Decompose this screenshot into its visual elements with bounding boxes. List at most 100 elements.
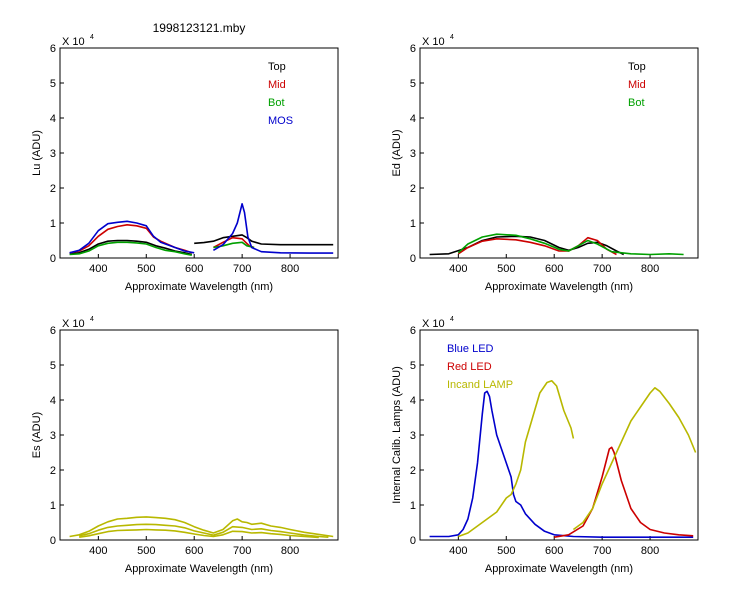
y-tick-label: 6 [410, 325, 416, 337]
legend-entry-red-led: Red LED [447, 361, 492, 373]
y-axis-label: Es (ADU) [31, 412, 43, 458]
y-tick-label: 4 [410, 395, 416, 407]
y-tick-label: 3 [50, 148, 56, 160]
legend-entry-mos: MOS [268, 115, 293, 127]
y-tick-label: 2 [50, 465, 56, 477]
plot-frame [59, 47, 339, 259]
x-tick-label: 800 [281, 263, 299, 275]
series-line-mid [69, 224, 193, 254]
series-line-es1 [69, 516, 334, 538]
y-exponent-label: X 10 [422, 318, 445, 330]
x-tick-label: 600 [545, 545, 563, 557]
x-axis-label: Approximate Wavelength (nm) [125, 281, 273, 293]
x-tick-label: 500 [137, 545, 155, 557]
legend-entry-mid: Mid [268, 79, 286, 91]
y-tick-label: 4 [50, 113, 56, 125]
x-tick-label: 600 [185, 263, 203, 275]
y-tick-label: 0 [50, 253, 56, 265]
y-tick-label: 3 [410, 148, 416, 160]
y-tick-label: 6 [410, 43, 416, 55]
y-exponent-label: X 10 [62, 36, 85, 48]
plot-frame [419, 47, 699, 259]
x-axis-label: Approximate Wavelength (nm) [485, 563, 633, 575]
series-line-mos [69, 220, 195, 254]
y-tick-label: 0 [50, 535, 56, 547]
legend-entry-bot: Bot [268, 97, 285, 109]
series-line-top [194, 234, 334, 246]
series-line-mid [457, 236, 617, 256]
y-tick-label: 3 [410, 430, 416, 442]
x-tick-label: 800 [641, 263, 659, 275]
y-tick-label: 5 [50, 78, 56, 90]
x-tick-label: 600 [185, 545, 203, 557]
series-group [429, 233, 684, 256]
x-tick-label: 600 [545, 263, 563, 275]
series-line-blue-led [429, 390, 694, 538]
legend-entry-incand-lamp: Incand LAMP [447, 379, 513, 391]
x-tick-label: 400 [449, 263, 467, 275]
series-line-red-led [554, 446, 694, 538]
x-tick-label: 500 [137, 263, 155, 275]
chart-es: 0 1 2 3 4 5 6 400 500 600 700 800 X 10 4 Approximate W… [31, 316, 339, 575]
chart-lu: 0 1 2 3 4 5 6 400 500 600 700 800 X 10 4 Approximate W… [31, 34, 339, 293]
x-tick-label: 400 [449, 545, 467, 557]
x-axis-label: Approximate Wavelength (nm) [485, 281, 633, 293]
figure-title: 1998123121.mby [153, 21, 246, 35]
chart-ed: 0 1 2 3 4 5 6 400 500 600 700 800 X 10 4 Approximate W… [391, 34, 699, 293]
x-tick-label: 800 [641, 545, 659, 557]
y-exponent-power: 4 [90, 34, 94, 41]
x-tick-label: 400 [89, 545, 107, 557]
series-group [429, 380, 697, 538]
x-tick-label: 700 [233, 545, 251, 557]
y-tick-label: 4 [410, 113, 416, 125]
series-line-incand-lamp [572, 387, 697, 531]
legend-entry-bot: Bot [628, 97, 645, 109]
x-tick-label: 700 [233, 263, 251, 275]
y-exponent-label: X 10 [422, 36, 445, 48]
y-tick-label: 1 [50, 500, 56, 512]
x-axis-label: Approximate Wavelength (nm) [125, 563, 273, 575]
series-line-top [69, 239, 192, 256]
y-tick-label: 1 [410, 218, 416, 230]
y-tick-label: 3 [50, 430, 56, 442]
legend-entry-top: Top [268, 61, 286, 73]
plot-frame [59, 329, 339, 541]
y-tick-label: 5 [50, 360, 56, 372]
legend-entry-blue-led: Blue LED [447, 343, 494, 355]
x-tick-label: 400 [89, 263, 107, 275]
x-tick-label: 500 [497, 545, 515, 557]
y-tick-label: 2 [410, 183, 416, 195]
y-exponent-label: X 10 [62, 318, 85, 330]
y-exponent-power: 4 [90, 316, 94, 323]
legend-entry-top: Top [628, 61, 646, 73]
x-tick-label: 800 [281, 545, 299, 557]
series-line-bot [457, 233, 684, 256]
x-tick-label: 700 [593, 545, 611, 557]
y-tick-label: 0 [410, 253, 416, 265]
y-tick-label: 6 [50, 325, 56, 337]
y-tick-label: 1 [410, 500, 416, 512]
y-tick-label: 2 [410, 465, 416, 477]
series-line-mos [212, 203, 334, 254]
y-tick-label: 2 [50, 183, 56, 195]
series-line-incand-lamp [458, 380, 575, 538]
x-tick-label: 700 [593, 263, 611, 275]
series-group [69, 203, 334, 256]
y-tick-label: 1 [50, 218, 56, 230]
y-tick-label: 4 [50, 395, 56, 407]
x-tick-label: 500 [497, 263, 515, 275]
y-tick-label: 0 [410, 535, 416, 547]
series-group [69, 516, 334, 539]
series-line-es3 [79, 528, 319, 539]
y-exponent-power: 4 [450, 316, 454, 323]
series-line-bot [69, 241, 192, 256]
chart-lamps: 0 1 2 3 4 5 6 400 500 600 700 800 X 10 4 Approximate W… [391, 316, 699, 575]
y-axis-label: Lu (ADU) [31, 130, 43, 176]
y-tick-label: 5 [410, 360, 416, 372]
legend-entry-mid: Mid [628, 79, 646, 91]
y-tick-label: 5 [410, 78, 416, 90]
y-exponent-power: 4 [450, 34, 454, 41]
y-axis-label: Internal Calib. Lamps (ADU) [391, 366, 403, 504]
y-tick-label: 6 [50, 43, 56, 55]
